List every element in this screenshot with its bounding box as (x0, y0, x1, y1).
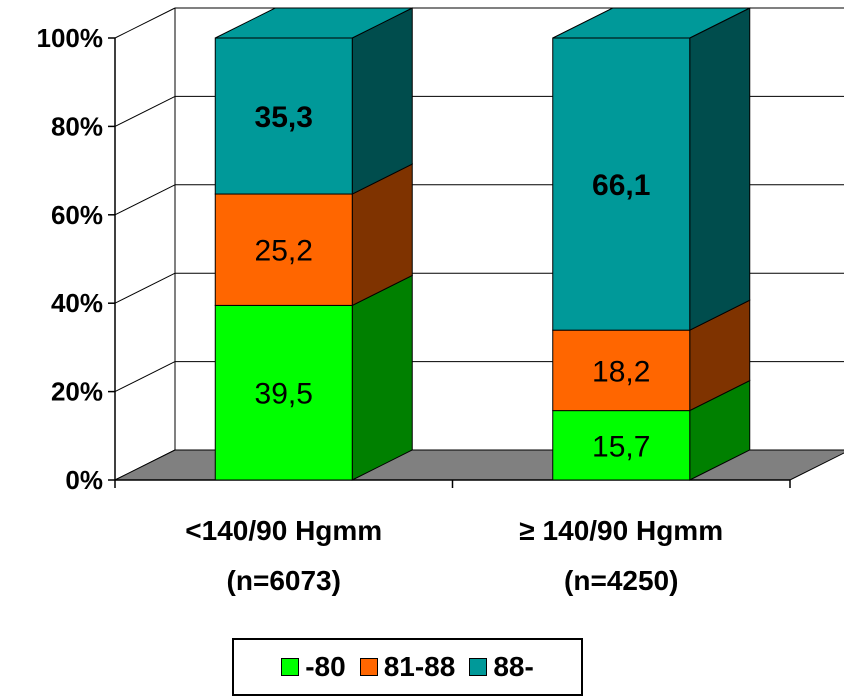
category-label: (n=6073) (227, 565, 341, 596)
data-label: 35,3 (255, 101, 313, 134)
y-tick-label: 0% (65, 465, 103, 495)
bar-top (552, 7, 750, 39)
data-label: 39,5 (255, 378, 313, 411)
legend-swatch (359, 658, 378, 676)
y-tick-label: 100% (37, 23, 104, 53)
legend-item: -80 (281, 651, 346, 683)
bar-side (351, 7, 413, 195)
data-label: 18,2 (592, 355, 650, 388)
category-label: <140/90 Hgmm (185, 515, 382, 546)
category-label: (n=4250) (564, 565, 678, 596)
labels-layer: 39,5 25,2 35,3 <140/90 Hgmm (n=6073) 15,7 18,2… (185, 101, 723, 596)
legend-item: 81-88 (359, 651, 456, 683)
legend-swatch (469, 658, 488, 676)
side-gridline (114, 7, 176, 39)
bar-segment (552, 37, 691, 331)
bar-top (215, 7, 413, 39)
side-gridline (114, 184, 176, 216)
legend-swatch (281, 658, 300, 676)
y-tick-label: 40% (51, 288, 103, 318)
side-gridline (114, 272, 176, 304)
side-gridline (114, 95, 176, 127)
bar-segment (214, 193, 353, 306)
y-tick-label: 60% (51, 200, 103, 230)
bar-side (351, 274, 413, 481)
legend-item: 88- (469, 651, 534, 683)
side-gridline (114, 361, 176, 393)
y-tick-label: 20% (51, 377, 103, 407)
legend-label: 88- (493, 651, 534, 682)
data-label: 25,2 (255, 235, 313, 268)
legend: -80 81-88 88- (232, 638, 583, 696)
data-label: 15,7 (592, 430, 650, 463)
y-tick-label: 80% (51, 111, 103, 141)
data-label: 66,1 (592, 169, 650, 202)
legend-label: 81-88 (383, 651, 456, 682)
bars-layer (214, 7, 751, 481)
bar-segment (552, 329, 691, 412)
bar-side (689, 7, 751, 331)
legend-label: -80 (305, 651, 346, 682)
category-label: ≥ 140/90 Hgmm (519, 515, 723, 546)
bar-segment (214, 37, 353, 195)
bar-segment (214, 304, 353, 481)
